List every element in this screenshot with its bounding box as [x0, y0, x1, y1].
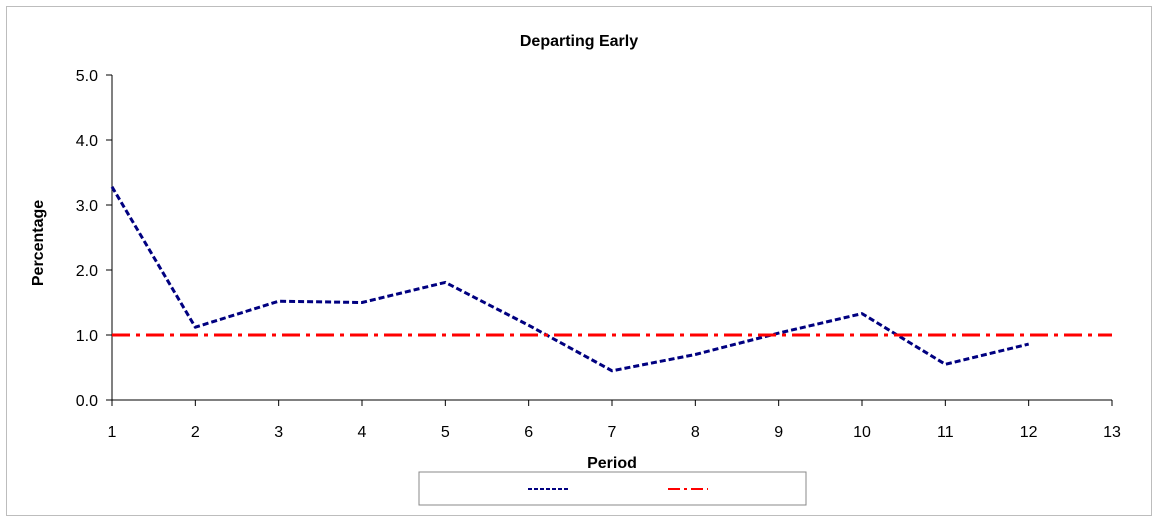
legend-box	[418, 471, 807, 506]
y-tick-label: 1.0	[76, 328, 98, 345]
x-tick-label: 7	[608, 424, 617, 441]
x-tick-label: 11	[937, 424, 954, 441]
chart-frame	[6, 6, 1152, 516]
y-tick-label: 4.0	[76, 133, 98, 150]
x-tick-label: 3	[274, 424, 283, 441]
y-axis-title: Percentage	[30, 200, 47, 286]
x-tick-label: 4	[358, 424, 367, 441]
x-tick-label: 5	[441, 424, 450, 441]
x-tick-label: 2	[191, 424, 200, 441]
x-tick-label: 6	[524, 424, 533, 441]
x-axis-title: Period	[587, 455, 637, 472]
x-tick-label: 10	[853, 424, 871, 441]
y-tick-label: 3.0	[76, 198, 98, 215]
chart-title: Departing Early	[520, 33, 638, 50]
series-line-1	[110, 186, 1030, 373]
y-tick-label: 5.0	[76, 68, 98, 85]
y-tick-label: 2.0	[76, 263, 98, 280]
x-tick-label: 9	[774, 424, 783, 441]
x-tick-label: 8	[691, 424, 700, 441]
x-tick-label: 1	[108, 424, 117, 441]
x-tick-label: 12	[1020, 424, 1038, 441]
y-tick-label: 0.0	[76, 393, 98, 410]
x-tick-label: 13	[1103, 424, 1121, 441]
